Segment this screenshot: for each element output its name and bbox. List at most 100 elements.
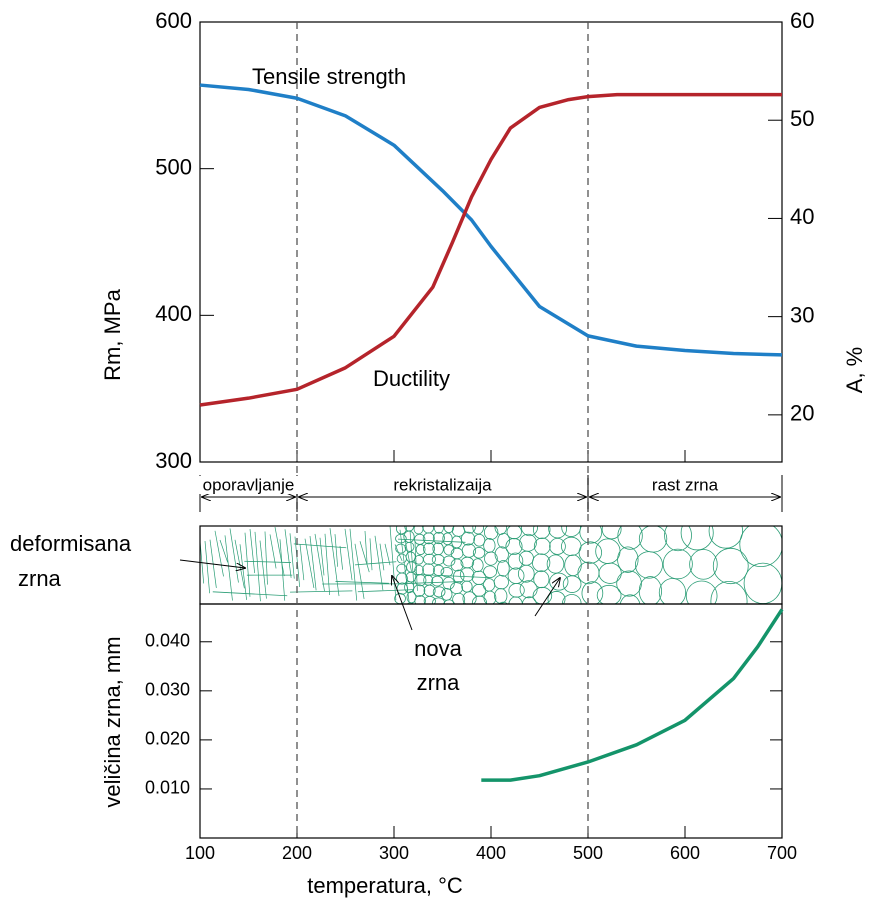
grain [619, 594, 641, 604]
grain-boundary [405, 581, 463, 584]
grain [483, 565, 498, 578]
y2-tick-label: 60 [790, 8, 814, 33]
region-label: rekristalizaija [393, 475, 492, 494]
grain-line [254, 531, 261, 602]
grain [482, 578, 496, 592]
pointer [534, 578, 560, 617]
grain-line [349, 528, 358, 601]
grain-line [249, 529, 256, 574]
grain [494, 526, 508, 535]
grain [396, 553, 407, 564]
grain-boundary [293, 543, 347, 549]
grain-line [204, 541, 210, 594]
grain [432, 597, 445, 604]
grain [546, 554, 565, 574]
grain-boundary [354, 561, 397, 566]
grain [579, 526, 603, 544]
y-tick-label: 400 [155, 301, 192, 326]
micro-label: nova [414, 636, 462, 661]
y-tick-label: 300 [155, 448, 192, 473]
grain [406, 602, 414, 604]
x-tick-label: 300 [379, 843, 409, 863]
series-line [481, 608, 784, 782]
grain [459, 567, 475, 582]
grain [508, 596, 523, 604]
grain [743, 562, 782, 604]
grain [494, 546, 509, 563]
grain [520, 526, 538, 537]
grain [549, 572, 569, 591]
pointer [179, 559, 245, 568]
grain-line [339, 545, 343, 570]
y2-tick-label: 40 [790, 204, 814, 229]
grain [548, 526, 568, 539]
grain-line [239, 544, 247, 601]
grain [739, 526, 782, 568]
grain-line [229, 528, 239, 583]
grain-boundary [397, 538, 466, 543]
grain [578, 541, 603, 564]
grain [472, 526, 484, 535]
grain-line [299, 544, 305, 581]
grain [533, 570, 550, 589]
grain [617, 546, 639, 573]
grain [400, 603, 404, 604]
grain [517, 564, 535, 583]
grain [452, 592, 466, 604]
x-tick-label: 100 [185, 843, 215, 863]
grain [422, 526, 434, 534]
grain [404, 541, 415, 552]
grain-line [364, 530, 368, 564]
grain [443, 526, 455, 534]
grain [561, 526, 581, 537]
pointer [392, 576, 413, 631]
grain [596, 584, 622, 604]
grain [443, 599, 455, 604]
grain-boundary [357, 589, 414, 593]
grain-line [344, 528, 353, 581]
grain-line [284, 529, 292, 578]
grain-line [399, 529, 410, 603]
grain [415, 544, 426, 555]
region-label: rast zrna [652, 475, 719, 494]
series-label: Tensile strength [252, 64, 406, 89]
grain [422, 532, 435, 545]
grain-line [234, 539, 245, 589]
grain [414, 574, 427, 587]
y2-tick-label: 20 [790, 401, 814, 426]
grain [638, 576, 662, 604]
grain [617, 526, 643, 550]
grain [431, 575, 444, 587]
y-tick-label: 0.010 [145, 778, 190, 798]
grain [532, 586, 553, 604]
x-tick-label: 400 [476, 843, 506, 863]
grain-line [334, 534, 338, 567]
grain-line [219, 539, 228, 563]
grain [533, 537, 551, 555]
y-axis-label: veličina zrna, mm [100, 636, 125, 807]
grain [595, 538, 621, 564]
grain-line [319, 537, 325, 576]
microstructure [200, 526, 782, 604]
x-tick-label: 500 [573, 843, 603, 863]
y-tick-label: 0.040 [145, 631, 190, 651]
micro-label: zrna [417, 670, 461, 695]
grain [634, 551, 663, 579]
grain-line [259, 540, 267, 599]
grain [616, 570, 642, 597]
grain [423, 595, 436, 604]
micro-label: deformisana [10, 531, 132, 556]
grain [710, 581, 748, 604]
grain [441, 588, 453, 601]
grain [440, 566, 453, 578]
region-label: oporavljanje [203, 475, 295, 494]
y-axis-label: Rm, MPa [100, 288, 125, 380]
grain [443, 544, 455, 556]
grain [505, 538, 523, 556]
grain [664, 526, 692, 552]
grain [562, 594, 582, 604]
label-bg [367, 476, 518, 494]
grain-line [384, 543, 391, 566]
series-line [199, 83, 783, 357]
grain-line [369, 538, 373, 571]
